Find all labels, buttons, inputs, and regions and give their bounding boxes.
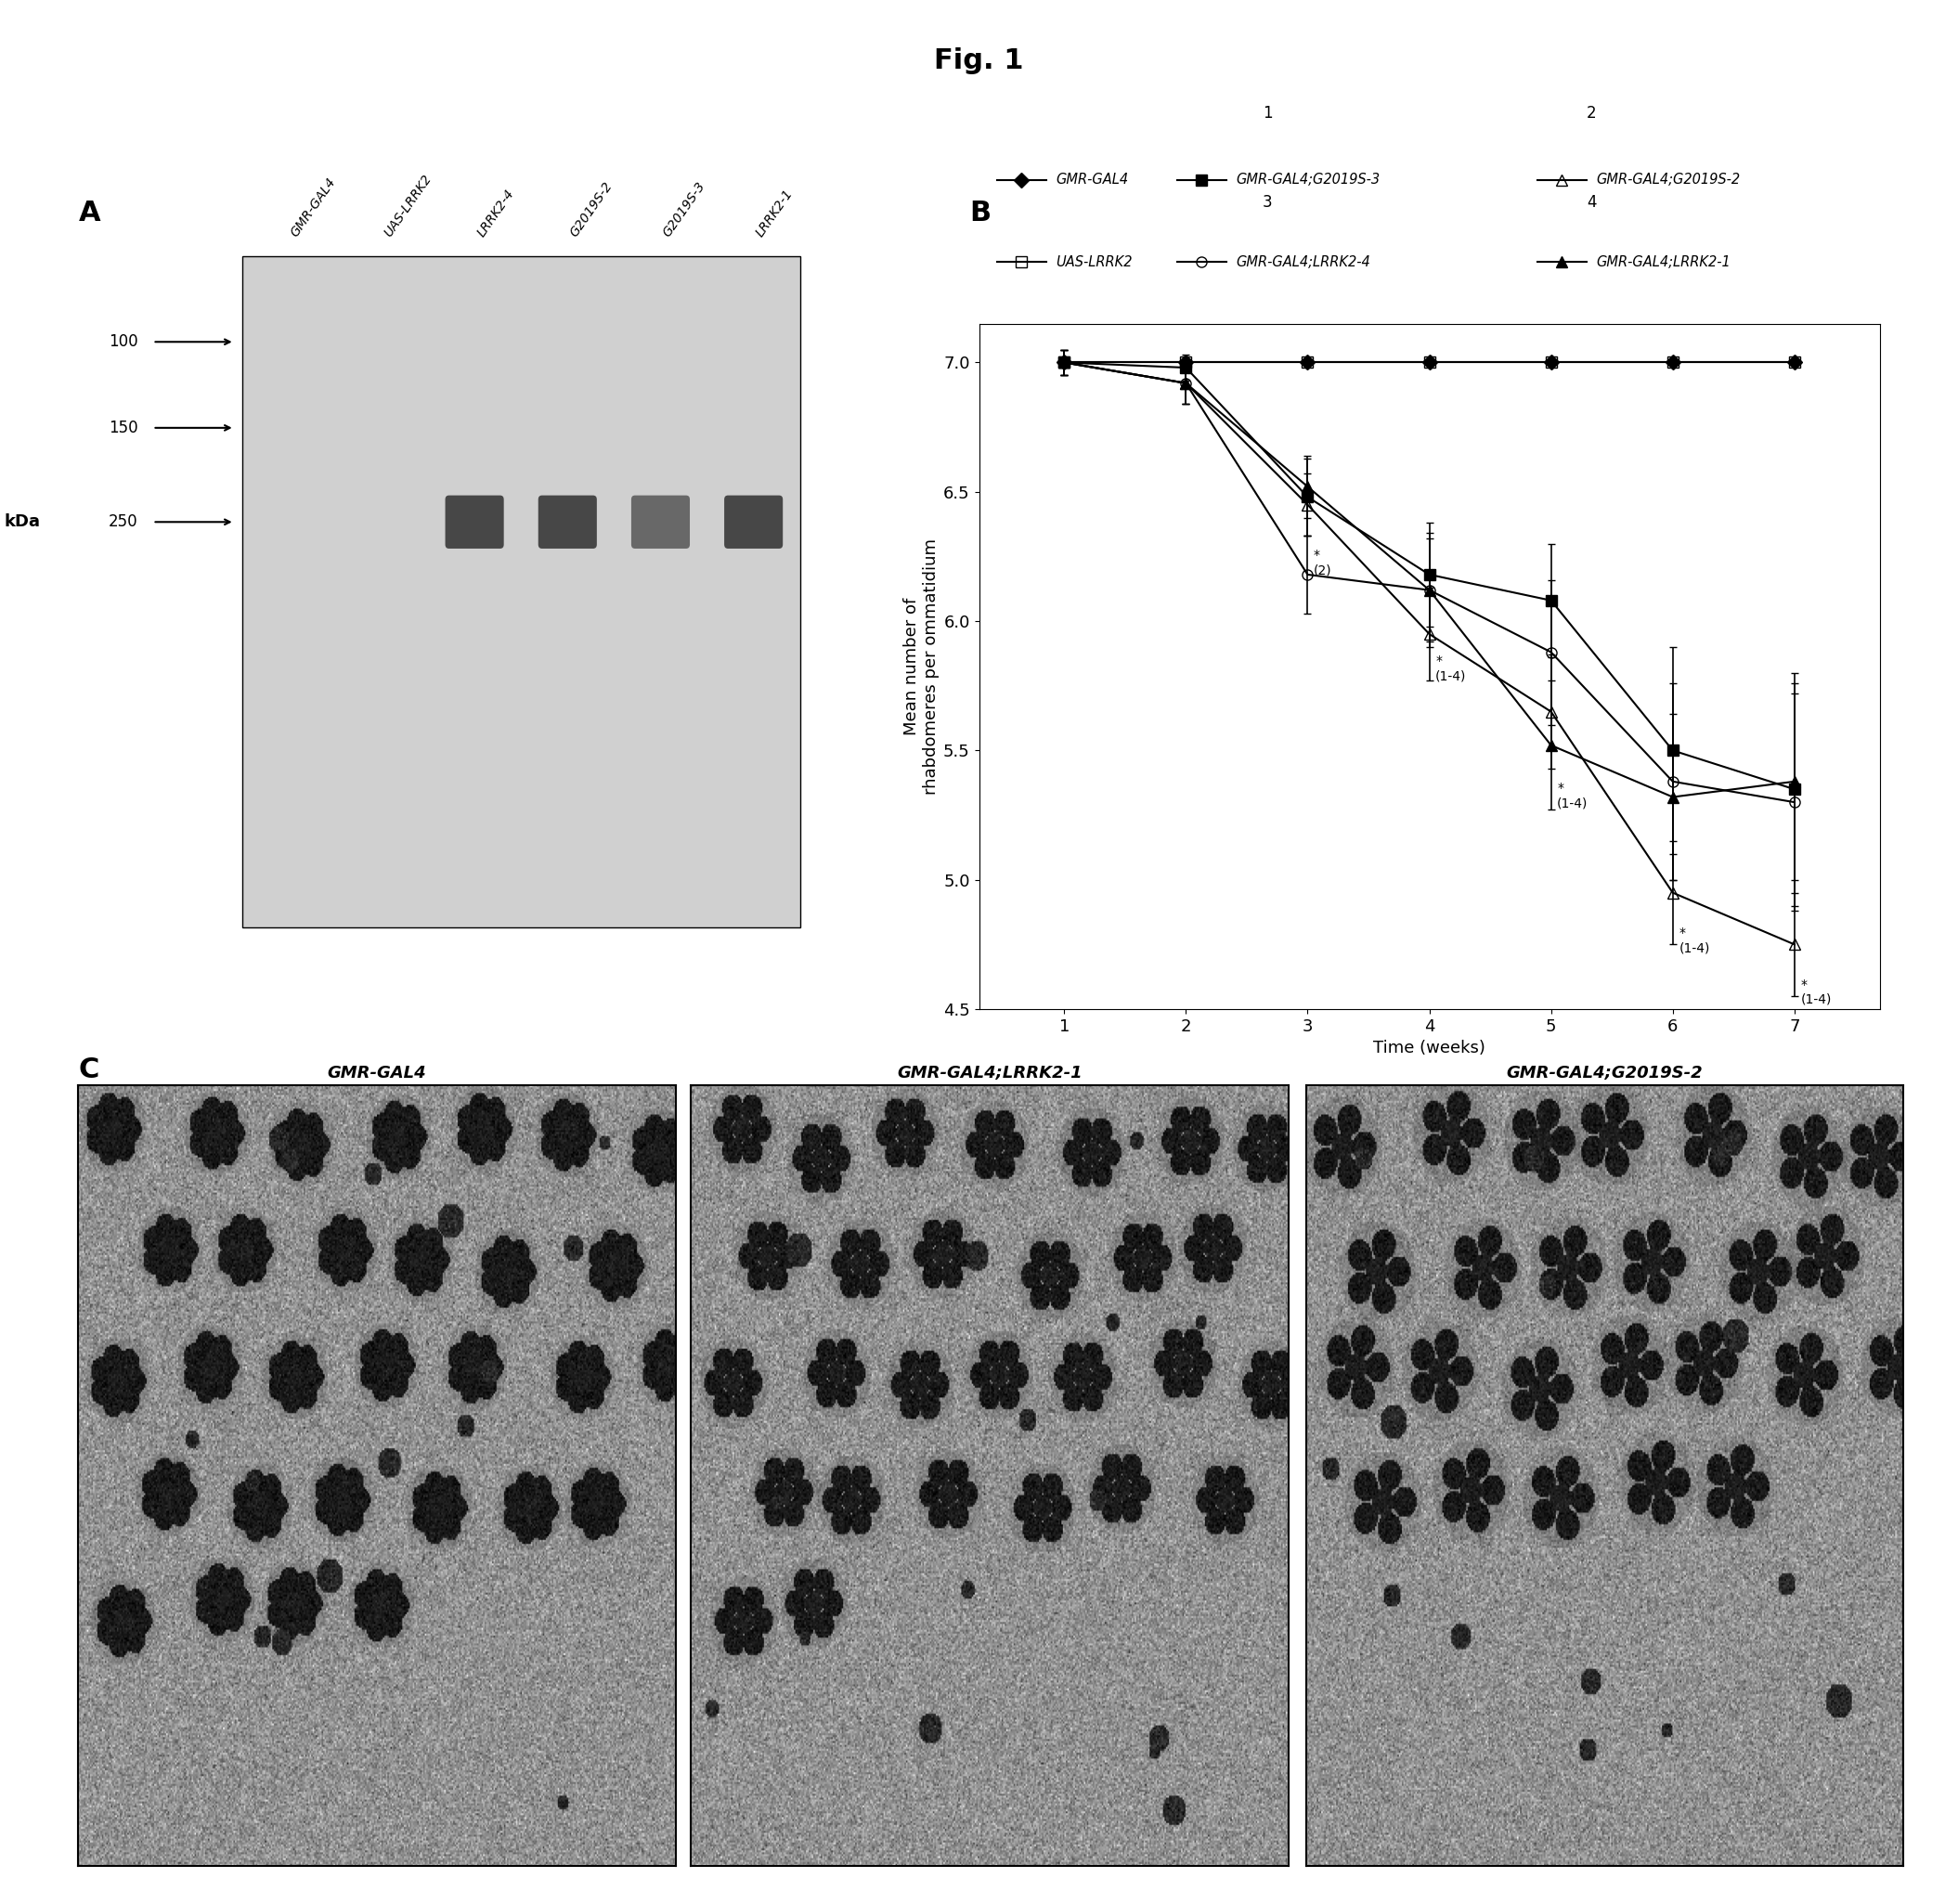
Text: *
(1-4): * (1-4) [1801, 979, 1831, 1005]
Text: LRRK2-1: LRRK2-1 [754, 187, 795, 240]
Text: A: A [78, 200, 100, 227]
Title: GMR-GAL4: GMR-GAL4 [327, 1064, 427, 1081]
Text: 1: 1 [1263, 105, 1273, 122]
Text: G2019S-3: G2019S-3 [660, 179, 709, 240]
Text: B: B [969, 200, 991, 227]
Text: 150: 150 [108, 419, 137, 436]
Text: *
(1-4): * (1-4) [1557, 781, 1588, 809]
Text: UAS-LRRK2: UAS-LRRK2 [1055, 255, 1132, 268]
Text: UAS-LRRK2: UAS-LRRK2 [382, 173, 435, 240]
Text: kDa: kDa [4, 514, 39, 531]
Text: 250: 250 [108, 514, 137, 531]
Text: GMR-GAL4: GMR-GAL4 [1055, 173, 1128, 187]
Text: GMR-GAL4;G2019S-3: GMR-GAL4;G2019S-3 [1235, 173, 1380, 187]
Text: 100: 100 [108, 333, 137, 350]
Text: GMR-GAL4;LRRK2-1: GMR-GAL4;LRRK2-1 [1596, 255, 1731, 268]
Text: G2019S-2: G2019S-2 [568, 179, 615, 240]
Text: 3: 3 [1263, 194, 1273, 211]
FancyBboxPatch shape [444, 495, 503, 548]
Y-axis label: Mean number of
rhabdomeres per ommatidium: Mean number of rhabdomeres per ommatidiu… [903, 539, 940, 794]
Text: GMR-GAL4: GMR-GAL4 [288, 175, 339, 240]
FancyBboxPatch shape [724, 495, 783, 548]
Text: *
(2): * (2) [1314, 548, 1331, 577]
Text: *
(1-4): * (1-4) [1678, 927, 1709, 954]
FancyBboxPatch shape [630, 495, 689, 548]
Text: 4: 4 [1586, 194, 1596, 211]
X-axis label: Time (weeks): Time (weeks) [1373, 1040, 1486, 1057]
Text: GMR-GAL4;LRRK2-4: GMR-GAL4;LRRK2-4 [1235, 255, 1371, 268]
Text: LRRK2-4: LRRK2-4 [474, 187, 517, 240]
Title: GMR-GAL4;G2019S-2: GMR-GAL4;G2019S-2 [1506, 1064, 1703, 1081]
Text: Fig. 1: Fig. 1 [934, 48, 1024, 74]
Title: GMR-GAL4;LRRK2-1: GMR-GAL4;LRRK2-1 [897, 1064, 1083, 1081]
Text: *
(1-4): * (1-4) [1435, 655, 1467, 684]
Text: C: C [78, 1057, 100, 1083]
Text: 2: 2 [1586, 105, 1596, 122]
FancyBboxPatch shape [538, 495, 597, 548]
Bar [243, 255, 801, 927]
Text: GMR-GAL4;G2019S-2: GMR-GAL4;G2019S-2 [1596, 173, 1741, 187]
